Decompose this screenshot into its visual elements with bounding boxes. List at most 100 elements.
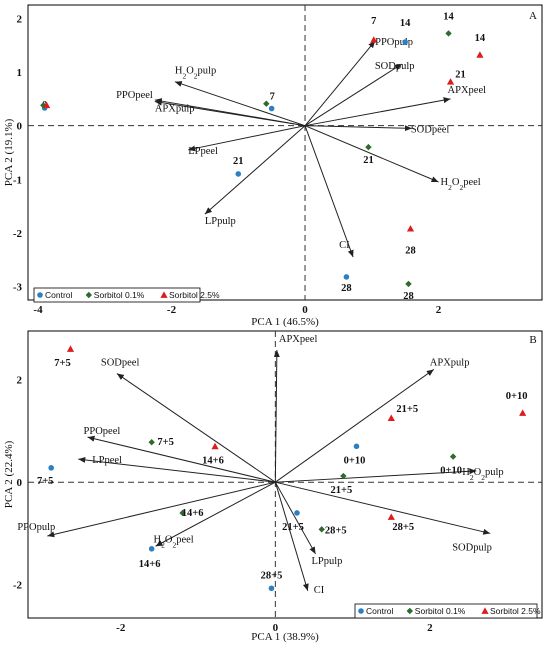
data-point — [268, 585, 275, 592]
legend-marker — [37, 292, 43, 298]
loading-label: SODpulp — [375, 61, 415, 72]
loading-arrow — [275, 468, 477, 483]
y-axis-label: PCA 2 (19.1%) — [3, 118, 15, 186]
legend-label: Control — [366, 606, 394, 616]
data-point — [370, 36, 378, 43]
point-label: 21 — [363, 155, 374, 166]
data-point — [66, 345, 75, 352]
point-label: 14+6 — [182, 508, 204, 519]
data-point — [387, 414, 395, 422]
y-tick-label: 0 — [17, 121, 23, 133]
data-point — [48, 465, 54, 471]
data-point — [365, 143, 372, 151]
loading-arrow — [275, 481, 491, 535]
data-point — [148, 546, 155, 552]
loading-arrow — [273, 349, 280, 483]
x-tick-label: 0 — [302, 304, 308, 316]
data-point — [211, 442, 219, 450]
legend-label: Sorbitol 2.5% — [490, 606, 541, 616]
point-label: 21 — [455, 70, 466, 81]
loading-label: LPpulp — [312, 556, 343, 567]
loading-arrow — [304, 40, 376, 127]
data-point — [340, 472, 347, 480]
point-label: 21+5 — [330, 485, 352, 496]
loading-arrow — [204, 125, 306, 215]
data-point — [387, 513, 395, 520]
panel-letter: B — [529, 334, 536, 346]
point-label: 14 — [443, 11, 454, 22]
loading-label: LPpeel — [92, 455, 122, 466]
loading-label: PPOpeel — [116, 90, 153, 101]
point-label: 28 — [341, 283, 352, 294]
point-label: 7 — [270, 92, 275, 103]
point-label: 0+10 — [506, 391, 528, 402]
y-tick-label: -3 — [13, 282, 23, 294]
point-label: 28 — [405, 246, 416, 257]
data-point — [268, 105, 275, 112]
point-label: 14 — [400, 18, 411, 29]
loading-arrow — [274, 482, 309, 591]
data-point — [445, 30, 452, 37]
loading-label: H2O2pulp — [462, 467, 503, 482]
loading-arrow — [275, 369, 435, 483]
point-label: 14+6 — [202, 455, 224, 466]
loading-label: H2O2pulp — [175, 66, 216, 81]
loading-arrow — [87, 435, 276, 483]
loading-arrow — [116, 373, 276, 483]
loading-label: APXpulp — [430, 357, 470, 368]
data-point — [353, 443, 360, 450]
point-label: 7+5 — [37, 476, 53, 487]
data-point — [263, 100, 270, 107]
loading-arrow — [47, 481, 276, 538]
loading-arrow — [304, 97, 451, 127]
loading-arrow — [155, 481, 276, 547]
loading-arrow — [304, 63, 403, 127]
loading-arrow — [174, 81, 306, 127]
loading-arrow — [304, 125, 439, 183]
data-point — [476, 51, 484, 58]
y-tick-label: 0 — [17, 477, 23, 489]
loading-arrow — [305, 125, 412, 132]
loading-label: SODpulp — [452, 542, 492, 553]
loading-label: APXpeel — [279, 334, 318, 345]
loading-label: PPOpulp — [375, 37, 413, 48]
x-tick-label: -2 — [116, 622, 126, 634]
loading-label: H2O2peel — [154, 534, 194, 549]
data-point — [446, 78, 455, 85]
x-tick-label: -2 — [167, 304, 177, 316]
point-label: 28+5 — [261, 570, 283, 581]
data-point — [179, 509, 186, 517]
point-label: 21 — [233, 156, 244, 167]
y-tick-label: -2 — [13, 228, 23, 240]
point-label: 28 — [403, 291, 414, 302]
loading-label: LPpeel — [188, 146, 218, 157]
y-tick-label: -1 — [13, 174, 22, 186]
point-label: 14+6 — [139, 559, 161, 570]
panel-letter: A — [529, 10, 537, 22]
data-point — [406, 225, 415, 232]
loading-label: SODpeel — [411, 124, 450, 135]
data-point — [148, 439, 155, 446]
y-tick-label: 2 — [17, 375, 23, 387]
loading-label: CI — [314, 585, 325, 596]
loading-label: CI — [339, 240, 350, 251]
panel-b: B -2 0 2 2 0 -2 PCA 1 (38.9%) PCA 2 (22.4%) APXpe… — [3, 330, 543, 643]
legend-marker — [481, 607, 489, 614]
point-label: 7+5 — [54, 358, 70, 369]
legend-label: Control — [45, 290, 73, 300]
point-label: 21+5 — [282, 522, 304, 533]
data-point — [318, 526, 325, 533]
data-point — [294, 510, 300, 516]
y-axis-label: PCA 2 (22.4%) — [3, 440, 15, 508]
data-point — [235, 171, 242, 177]
y-tick-label: -2 — [13, 580, 23, 592]
loading-label: SODpeel — [101, 358, 140, 369]
data-point — [519, 409, 527, 416]
x-axis-label: PCA 1 (38.9%) — [251, 631, 319, 643]
y-tick-label: 1 — [17, 67, 23, 79]
loading-arrow — [304, 125, 354, 258]
data-point — [343, 274, 350, 280]
legend-label: Sorbitol 2.5% — [169, 290, 220, 300]
